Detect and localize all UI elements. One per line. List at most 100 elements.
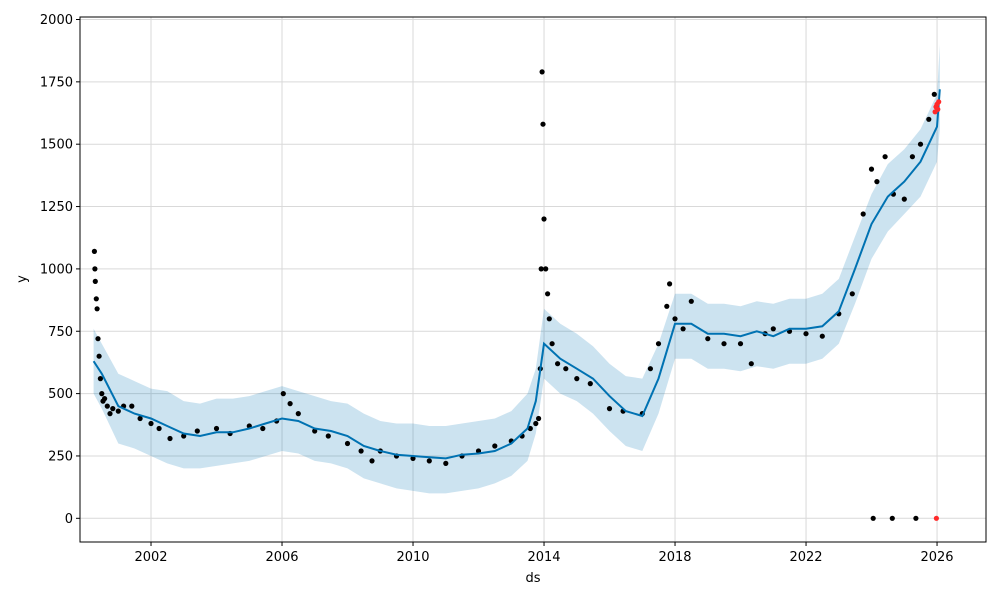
observed-point [99, 391, 105, 397]
y-axis-label: y [15, 275, 30, 283]
observed-point [107, 411, 113, 417]
observed-point [870, 515, 876, 521]
observed-point [93, 296, 99, 302]
observed-point [574, 376, 580, 382]
observed-point [213, 425, 220, 432]
observed-point [803, 331, 809, 337]
observed-point [909, 154, 916, 160]
observed-point [587, 381, 593, 387]
observed-point [647, 366, 654, 372]
observed-point [492, 443, 498, 449]
x-tick-label: 2022 [789, 550, 822, 565]
observed-point [369, 458, 375, 464]
observed-point [748, 361, 754, 367]
y-tick-label: 250 [48, 449, 73, 464]
x-tick-label: 2018 [658, 550, 691, 565]
observed-point [426, 458, 432, 464]
observed-point [926, 116, 932, 122]
x-tick-label: 2002 [134, 550, 167, 565]
observed-point [527, 425, 533, 432]
observed-point [156, 425, 162, 432]
observed-point [410, 455, 416, 461]
observed-point [705, 336, 711, 342]
y-tick-label: 2000 [40, 13, 73, 28]
uncertainty-band [93, 44, 940, 494]
observed-point [137, 415, 143, 422]
observed-point [95, 336, 101, 342]
x-tick-label: 2014 [527, 550, 560, 565]
observed-point [860, 211, 866, 217]
observed-point [104, 403, 110, 409]
observed-point [97, 376, 103, 382]
future-point [936, 99, 942, 105]
observed-point [295, 411, 301, 417]
observed-point [546, 316, 552, 322]
y-tick-label: 1500 [40, 138, 73, 153]
observed-point [680, 326, 686, 332]
observed-point [563, 366, 569, 372]
y-tick-label: 750 [48, 325, 73, 340]
y-tick-label: 0 [65, 512, 73, 527]
plot-frame [79, 16, 987, 543]
plot-area-background [80, 17, 986, 542]
observed-point [129, 403, 135, 409]
observed-point [443, 460, 449, 466]
x-tick-label: 2010 [396, 550, 429, 565]
observed-point [102, 396, 108, 402]
observed-point [874, 179, 880, 185]
observed-points [91, 69, 937, 521]
forecast-line [92, 89, 941, 460]
observed-point [260, 425, 266, 432]
observed-point [664, 303, 670, 309]
observed-point [96, 353, 102, 359]
observed-point [540, 121, 546, 127]
observed-point [110, 406, 116, 412]
observed-point [655, 341, 662, 347]
observed-point [770, 326, 776, 332]
y-axis-ticks: 0 250 500 750 1000 1250 1500 1750 2000 [40, 13, 80, 527]
observed-point [344, 440, 351, 447]
observed-point [541, 216, 547, 222]
observed-point [688, 298, 694, 304]
observed-point [849, 291, 855, 297]
observed-point [538, 266, 544, 272]
future-points [932, 99, 942, 521]
observed-point [549, 341, 555, 347]
observed-point [194, 428, 200, 434]
x-tick-label: 2006 [265, 550, 298, 565]
x-axis-label: ds [525, 571, 540, 586]
observed-point [545, 291, 551, 297]
observed-point [543, 266, 549, 272]
observed-point [148, 420, 154, 427]
observed-point [287, 401, 293, 407]
observed-point [882, 154, 888, 160]
y-tick-label: 1250 [40, 200, 73, 215]
observed-point [555, 361, 561, 367]
observed-point [533, 420, 539, 427]
observed-point [672, 316, 678, 322]
observed-point [325, 433, 331, 439]
observed-point [819, 333, 825, 339]
observed-point [737, 341, 744, 347]
observed-point [115, 408, 121, 414]
observed-point [358, 448, 364, 454]
observed-point [92, 266, 98, 272]
observed-point [667, 281, 673, 287]
observed-point [91, 248, 97, 254]
observed-point [917, 141, 924, 147]
future-point [935, 106, 941, 112]
observed-point [889, 515, 895, 521]
observed-point [901, 196, 907, 202]
x-tick-label: 2026 [920, 550, 953, 565]
forecast-series-line [92, 89, 941, 460]
grid-lines [80, 17, 986, 542]
observed-point [606, 406, 613, 412]
observed-point [721, 341, 727, 347]
x-axis-ticks: 2002 2006 2010 2014 2018 2022 2026 [134, 542, 954, 565]
observed-point [167, 435, 173, 442]
observed-point [92, 278, 98, 284]
uncertainty-band-area [93, 44, 940, 494]
y-tick-label: 1750 [40, 75, 73, 90]
future-point [933, 515, 940, 521]
